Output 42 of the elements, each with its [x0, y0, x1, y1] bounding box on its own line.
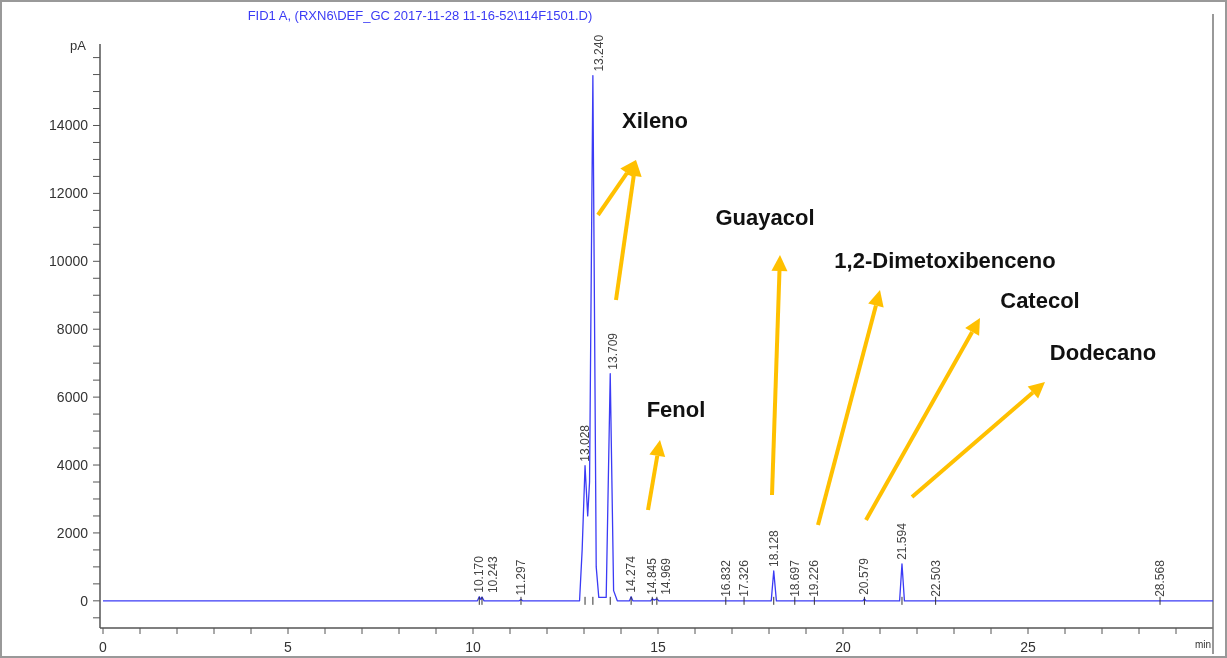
line-series: [102, 74, 1214, 602]
y-tick-label: 10000: [49, 253, 89, 270]
x-axis-title: min: [1194, 639, 1211, 650]
annotation: 13.028: [578, 424, 593, 462]
annotation: Dodecano: [1049, 340, 1157, 365]
annotation: 18.128: [766, 529, 781, 567]
x-tick-label: 15: [650, 639, 666, 655]
y-tick-label: 14000: [49, 117, 89, 134]
annotation: 11.297: [513, 559, 528, 596]
annotation: 17.326: [737, 559, 752, 597]
annotation: 18.697: [787, 559, 802, 597]
annotation: 1,2-Dimetoxibenceno: [834, 248, 1056, 273]
x-tick-label: 0: [99, 639, 108, 655]
x-tick-label: 5: [284, 639, 293, 655]
annotation: 10.170: [472, 555, 487, 593]
annotation: Fenol: [646, 397, 706, 422]
annotation: 20.579: [857, 557, 872, 595]
annotation: 22.503: [928, 559, 943, 597]
y-tick-label: 8000: [56, 321, 89, 338]
annotation: 13.240: [592, 34, 607, 72]
y-tick-label: 4000: [56, 457, 89, 474]
x-tick-label: 10: [465, 639, 481, 655]
chart-title: FID1 A, (RXN6\DEF_GC 2017-11-28 11-16-52\114F1501.D): [247, 8, 593, 23]
annotation: 10.243: [486, 556, 501, 594]
y-tick-label: 12000: [49, 185, 89, 202]
annotation: Catecol: [1000, 288, 1080, 313]
annotation: 14.274: [624, 555, 639, 593]
y-tick-label: 6000: [56, 389, 89, 406]
annotation: 19.226: [807, 559, 822, 597]
annotation: 21.594: [894, 522, 909, 560]
annotation: 14.969: [659, 557, 674, 595]
annotation: Guayacol: [715, 205, 815, 230]
annotation: 16.832: [718, 559, 733, 597]
annotation: Xileno: [621, 108, 689, 133]
y-axis-title: pA: [70, 38, 87, 53]
annotation: 28.568: [1153, 559, 1168, 597]
annotation: 13.709: [606, 332, 621, 370]
x-tick-label: 20: [835, 639, 851, 655]
y-tick-label: 2000: [56, 524, 89, 541]
y-tick-label: 0: [80, 592, 89, 609]
annotation: 14.845: [645, 557, 660, 595]
x-tick-label: 25: [1020, 639, 1036, 655]
